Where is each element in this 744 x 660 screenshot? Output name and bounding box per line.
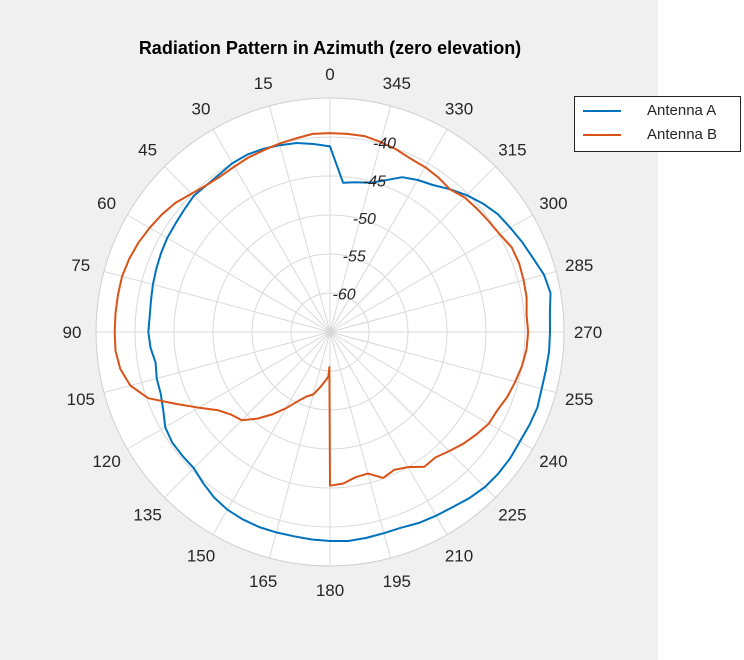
theta-tick-label: 210 [445,546,473,565]
theta-grid-line [103,331,331,394]
legend-entry-antenna-b: Antenna B [575,124,740,146]
r-tick-label: -60 [333,286,356,303]
legend-label-antenna-b: Antenna B [647,126,718,143]
theta-grid-line [268,331,331,559]
theta-tick-label: 270 [574,323,602,342]
theta-grid-line [329,331,557,394]
theta-tick-label: 105 [67,390,95,409]
theta-tick-label: 150 [187,546,215,565]
theta-tick-label: 45 [138,141,157,160]
r-tick-label: -40 [373,136,396,153]
series-line-antenna-b [113,132,530,487]
theta-grid-line [329,129,448,333]
theta-tick-label: 30 [192,100,211,119]
r-tick-label: -55 [343,249,366,266]
theta-tick-label: 240 [539,452,567,471]
theta-tick-label: 120 [92,452,120,471]
legend-swatch-antenna-b [583,134,621,136]
theta-tick-label: 285 [565,256,593,275]
theta-grid-line [212,331,331,535]
theta-tick-label: 135 [133,505,161,524]
theta-tick-label: 90 [63,323,82,342]
theta-tick-label: 180 [316,581,344,600]
series-line-antenna-a [147,142,552,542]
theta-tick-label: 165 [249,572,277,591]
theta-tick-label: 15 [254,74,273,93]
theta-grid-line [329,166,496,333]
theta-tick-label: 195 [383,572,411,591]
theta-grid-line [103,270,331,333]
r-tick-label: -50 [353,211,376,228]
theta-tick-label: 345 [383,74,411,93]
theta-tick-label: 315 [498,141,526,160]
theta-grid-line [329,105,392,333]
theta-tick-label: 330 [445,100,473,119]
legend-swatch-antenna-a [583,110,621,112]
theta-grid-line [329,331,533,450]
theta-tick-label: 300 [539,194,567,213]
theta-grid-line [329,331,496,498]
theta-grid-line [329,270,557,333]
theta-tick-label: 60 [97,194,116,213]
polar-axes-outline [95,97,565,567]
theta-grid-line [329,331,448,535]
theta-tick-label: 0 [325,65,334,84]
legend: Antenna A Antenna B [574,96,741,152]
polar-axes: 0 15 30 45 60 75 90 105 120 135 150 165 180 195 210 225… [63,65,603,600]
r-tick-label: -45 [363,173,386,190]
theta-tick-label: 255 [565,390,593,409]
legend-label-antenna-a: Antenna A [647,102,717,119]
chart-title: Radiation Pattern in Azimuth (zero eleva… [139,38,521,58]
legend-entry-antenna-a: Antenna A [575,100,740,122]
theta-tick-label: 225 [498,505,526,524]
theta-grid-line [127,214,331,333]
theta-tick-label: 75 [71,256,90,275]
theta-grid-line [127,331,331,450]
theta-grid-line [164,331,331,498]
theta-grid-line [329,331,392,559]
